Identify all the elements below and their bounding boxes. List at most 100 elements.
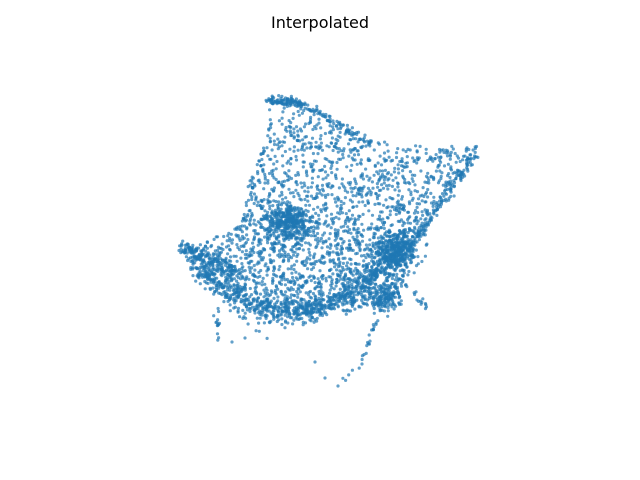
scatter-point [343, 196, 347, 200]
scatter-point [268, 136, 272, 140]
scatter-point [351, 137, 355, 141]
scatter-point [255, 163, 259, 167]
scatter-point [312, 113, 316, 117]
scatter-point [256, 243, 260, 247]
scatter-point [311, 266, 316, 270]
scatter-point [313, 262, 317, 266]
scatter-point [319, 312, 323, 316]
scatter-point [383, 267, 387, 271]
scatter-point [458, 159, 462, 164]
scatter-point [280, 190, 284, 194]
scatter-point [309, 226, 313, 230]
scatter-point [355, 243, 359, 247]
scatter-point [271, 279, 275, 283]
scatter-point [380, 173, 384, 177]
scatter-point [345, 300, 349, 304]
scatter-point [309, 234, 313, 238]
scatter-point [302, 148, 306, 152]
scatter-point [310, 220, 314, 224]
scatter-point [408, 221, 413, 225]
scatter-point [235, 274, 239, 278]
scatter-point [373, 202, 377, 206]
scatter-point [284, 310, 288, 315]
scatter-point [275, 225, 279, 229]
scatter-point [337, 262, 341, 266]
scatter-point [456, 156, 461, 160]
scatter-point [312, 207, 316, 211]
scatter-point [263, 264, 267, 268]
scatter-point [300, 185, 304, 189]
scatter-point [271, 224, 275, 228]
scatter-point [402, 165, 406, 169]
scatter-point [360, 239, 365, 243]
scatter-point [292, 293, 296, 297]
scatter-point [338, 206, 342, 210]
scatter-point [306, 199, 310, 203]
scatter-point [228, 298, 232, 302]
scatter-point [258, 292, 263, 296]
scatter-point [362, 268, 366, 272]
scatter-point [399, 159, 404, 163]
scatter-point [323, 164, 327, 168]
scatter-point [329, 186, 333, 190]
scatter-point [333, 265, 337, 269]
scatter-point [369, 140, 373, 144]
scatter-point [432, 199, 436, 203]
scatter-point [432, 202, 436, 206]
scatter-point [296, 138, 300, 142]
scatter-point [217, 321, 222, 325]
scatter-point [238, 225, 242, 229]
scatter-point [379, 163, 384, 167]
scatter-point [281, 110, 285, 114]
scatter-point [304, 208, 308, 212]
scatter-point [200, 249, 204, 253]
scatter-point [354, 194, 358, 198]
scatter-point [322, 308, 326, 312]
scatter-point [273, 154, 277, 158]
scatter-point [194, 279, 198, 283]
scatter-point [363, 294, 367, 298]
scatter-point [265, 336, 269, 340]
scatter-point [414, 208, 418, 213]
scatter-point [275, 159, 279, 164]
scatter-point [261, 204, 265, 208]
scatter-point [232, 277, 236, 281]
scatter-point [370, 256, 374, 260]
scatter-point [292, 136, 296, 140]
scatter-point [397, 189, 401, 193]
scatter-point [335, 278, 339, 282]
scatter-point [434, 205, 439, 209]
scatter-point [336, 305, 340, 309]
scatter-point [314, 145, 318, 149]
scatter-point [212, 237, 216, 241]
scatter-point [450, 144, 454, 148]
scatter-point [397, 301, 401, 305]
scatter-point [290, 301, 294, 305]
scatter-point [275, 314, 280, 318]
scatter-point [330, 259, 334, 263]
scatter-point [315, 123, 319, 127]
scatter-point [280, 122, 284, 126]
scatter-point [384, 246, 388, 250]
scatter-point [287, 210, 291, 215]
scatter-point [280, 98, 284, 102]
scatter-point [327, 295, 331, 299]
scatter-point [454, 176, 458, 181]
scatter-point [342, 268, 346, 272]
scatter-point [403, 283, 408, 287]
scatter-point [311, 215, 315, 219]
scatter-point [353, 177, 357, 181]
scatter-point [208, 278, 212, 282]
scatter-point [253, 274, 257, 278]
scatter-point [264, 306, 268, 310]
scatter-point [318, 109, 322, 113]
scatter-point [319, 294, 324, 298]
scatter-point [382, 203, 386, 207]
scatter-point [448, 153, 452, 157]
scatter-point [272, 234, 276, 238]
scatter-point [315, 104, 319, 108]
scatter-point [304, 291, 308, 295]
scatter-point [318, 168, 322, 173]
scatter-point [238, 272, 242, 276]
scatter-point [268, 204, 272, 208]
